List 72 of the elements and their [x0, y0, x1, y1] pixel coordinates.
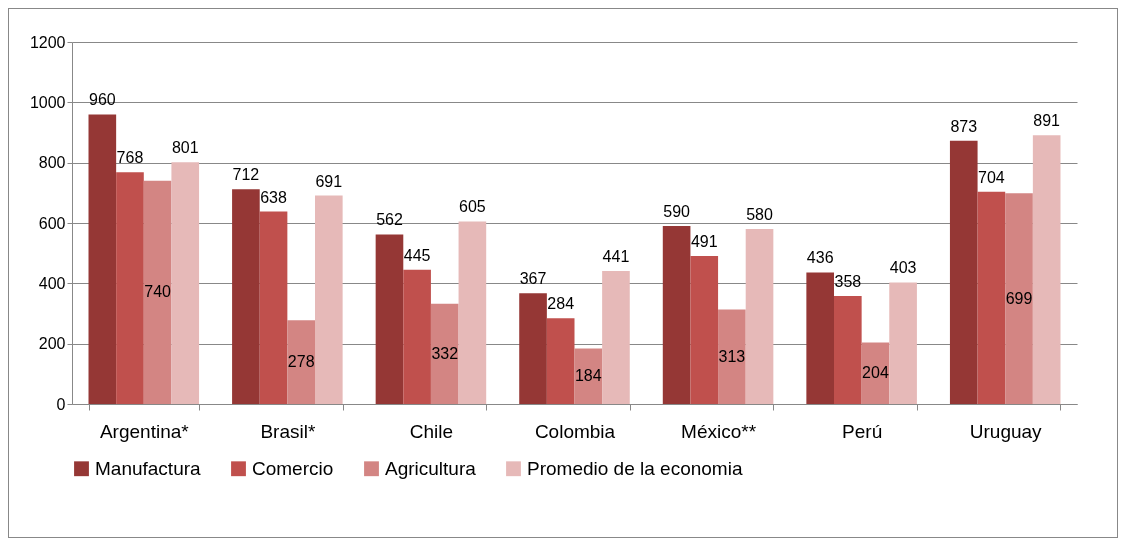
y-tick-label: 800	[38, 154, 66, 172]
bar	[690, 255, 719, 404]
bar	[602, 270, 630, 404]
data-label: 605	[459, 198, 486, 216]
bar	[949, 140, 978, 404]
y-tick-label: 1000	[29, 93, 66, 111]
y-tick-label: 400	[38, 274, 66, 292]
data-label: 284	[547, 295, 575, 313]
bar	[232, 189, 260, 404]
bar	[889, 282, 917, 404]
data-label: 580	[746, 206, 773, 224]
data-label: 441	[602, 247, 630, 265]
data-label: 704	[978, 168, 1005, 186]
x-tick-label: México**	[681, 420, 757, 442]
data-label: 403	[889, 259, 917, 277]
y-tick-label: 1200	[29, 33, 66, 51]
y-tick-label: 600	[38, 214, 66, 232]
data-label: 278	[287, 353, 315, 371]
data-label: 590	[663, 203, 691, 221]
data-label: 712	[232, 166, 260, 184]
bar	[977, 191, 1006, 404]
bar	[116, 172, 144, 404]
data-label: 184	[574, 367, 602, 385]
data-label: 960	[88, 91, 116, 109]
x-tick-label: Argentina*	[99, 420, 190, 442]
x-tick-label: Brasil*	[260, 420, 316, 442]
legend-label: Promedio de la economia	[527, 457, 743, 479]
bar	[546, 318, 575, 404]
x-tick-label: Uruguay	[969, 420, 1043, 442]
bar	[1005, 193, 1033, 404]
bar	[662, 226, 691, 404]
x-tick-label: Colombia	[534, 420, 616, 442]
data-label: 436	[806, 249, 834, 267]
data-label: 638	[260, 188, 287, 206]
data-label: 768	[116, 149, 144, 167]
bar	[143, 180, 172, 404]
bar	[430, 303, 459, 404]
y-tick-label: 0	[56, 395, 66, 413]
data-label: 445	[403, 246, 431, 264]
legend-label: Comercio	[252, 457, 334, 479]
bar	[745, 229, 774, 404]
x-tick-label: Chile	[409, 420, 454, 442]
bar	[375, 234, 404, 404]
data-label: 204	[862, 364, 889, 382]
bar	[287, 320, 315, 404]
legend-label: Agricultura	[385, 457, 477, 479]
data-label: 332	[431, 344, 459, 362]
bar	[1032, 135, 1061, 404]
bar	[806, 272, 835, 404]
data-label: 691	[315, 172, 343, 190]
data-label: 562	[376, 211, 403, 229]
data-label: 873	[950, 117, 978, 135]
y-tick-label: 200	[38, 335, 66, 353]
data-label: 699	[1005, 289, 1033, 307]
data-label: 740	[144, 283, 172, 301]
bar	[834, 296, 862, 404]
data-label: 491	[690, 232, 718, 250]
bar	[314, 195, 343, 404]
bar	[519, 293, 547, 404]
bar	[88, 114, 117, 404]
bar	[259, 211, 288, 404]
bar	[403, 269, 431, 404]
data-label: 358	[834, 273, 862, 290]
bar	[718, 309, 746, 404]
data-label: 313	[718, 347, 746, 365]
bar	[458, 221, 487, 404]
x-tick-label: Perú	[842, 420, 883, 442]
data-label: 891	[1033, 112, 1061, 130]
data-label: 801	[171, 139, 199, 157]
legend-label: Manufactura	[95, 457, 202, 479]
bar	[171, 162, 200, 404]
data-label: 367	[519, 270, 547, 288]
